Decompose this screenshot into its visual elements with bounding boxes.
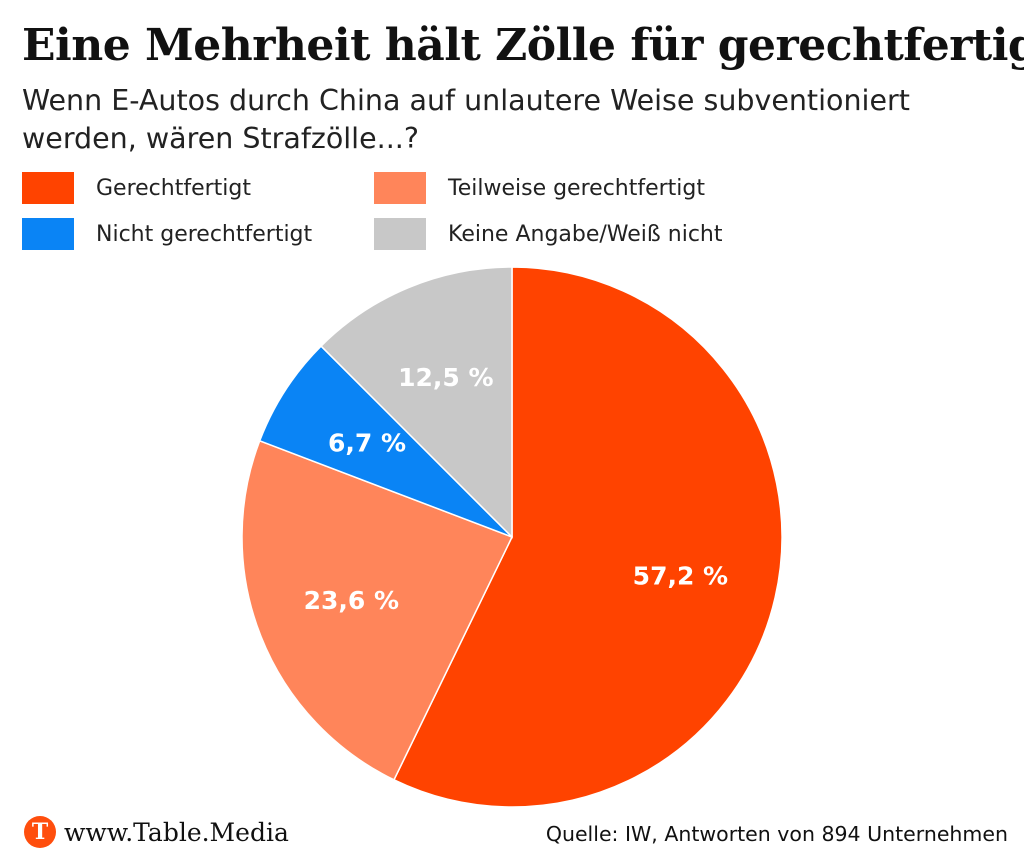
pie-slice-gerechtfertigt [392, 266, 783, 808]
legend-item-nicht-gerechtfertigt: Nicht gerechtfertigt [22, 218, 312, 250]
pie-slice-teilweise-gerechtfertigt [241, 439, 514, 781]
legend-swatch-keine-angabe [374, 218, 426, 250]
legend-swatch-gerechtfertigt [22, 172, 74, 204]
chart-title: Eine Mehrheit hält Zölle für gerechtfert… [22, 20, 1024, 71]
slice-label-teilweise-gerechtfertigt: 23,6 % [304, 586, 399, 615]
legend-label-nicht-gerechtfertigt: Nicht gerechtfertigt [96, 221, 313, 247]
source-note: Quelle: IW, Antworten von 894 Unternehme… [545, 822, 1008, 846]
slice-label-nicht-gerechtfertigt: 6,7 % [328, 429, 406, 458]
pie-chart: 57,2 % 23,6 % 6,7 % 12,5 % [241, 266, 783, 808]
table-media-logo-icon: T [24, 816, 56, 848]
logo-text: www.Table.Media [64, 817, 289, 847]
legend-label-teilweise-gerechtfertigt: Teilweise gerechtfertigt [448, 175, 706, 201]
table-media-logo: T www.Table.Media [24, 816, 289, 848]
pie-slice-nicht-gerechtfertigt [258, 345, 513, 538]
slice-label-keine-angabe: 12,5 % [398, 363, 493, 392]
legend-label-gerechtfertigt: Gerechtfertigt [96, 175, 251, 201]
legend-label-keine-angabe: Keine Angabe/Weiß nicht [448, 221, 723, 247]
legend-swatch-nicht-gerechtfertigt [22, 218, 74, 250]
legend-item-teilweise-gerechtfertigt: Teilweise gerechtfertigt [374, 172, 705, 204]
legend-item-keine-angabe: Keine Angabe/Weiß nicht [374, 218, 722, 250]
slice-label-gerechtfertigt: 57,2 % [633, 561, 728, 590]
chart-subtitle: Wenn E-Autos durch China auf unlautere W… [22, 84, 910, 155]
legend-swatch-teilweise-gerechtfertigt [374, 172, 426, 204]
pie-slice-keine-angabe [320, 266, 513, 539]
legend-item-gerechtfertigt: Gerechtfertigt [22, 172, 251, 204]
